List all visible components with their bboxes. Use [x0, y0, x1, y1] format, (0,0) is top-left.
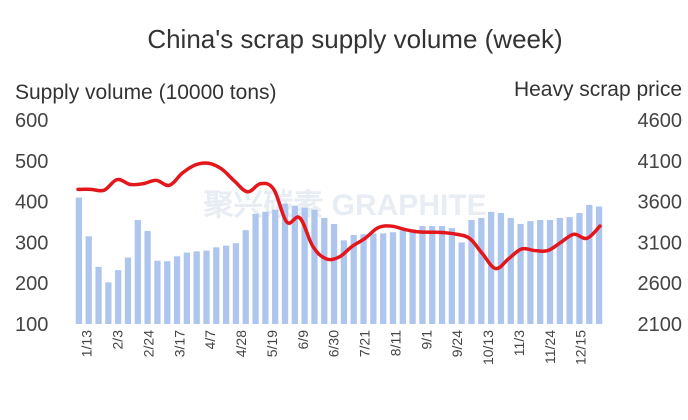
bar [213, 247, 220, 324]
chart-title: China's scrap supply volume (week) [147, 24, 562, 54]
bar [173, 256, 181, 324]
bar [458, 242, 465, 324]
bar [419, 226, 426, 324]
x-tick-label: 9/24 [449, 330, 465, 357]
bar [301, 207, 308, 324]
x-tick-label: 6/30 [326, 330, 342, 357]
right-tick-label: 4600 [638, 110, 683, 132]
bar [124, 257, 132, 324]
bar [350, 235, 357, 324]
bar [527, 221, 534, 324]
bar [95, 266, 102, 324]
bar [380, 233, 387, 324]
x-tick-label: 11/24 [542, 330, 558, 364]
x-tick-label: 8/11 [387, 330, 403, 356]
left-tick-label: 100 [15, 314, 48, 336]
right-tick-label: 2600 [638, 273, 683, 295]
bar [154, 260, 161, 324]
bar [105, 282, 112, 324]
bar [183, 252, 191, 324]
bar [409, 229, 416, 324]
price-line [76, 161, 602, 271]
bar [193, 251, 200, 324]
bar [399, 230, 406, 324]
bar [487, 211, 495, 324]
bar [595, 206, 603, 324]
bar [429, 226, 436, 324]
bar [134, 219, 141, 324]
bar [370, 233, 377, 324]
bar [85, 236, 92, 324]
x-tick-label: 11/3 [511, 330, 527, 356]
left-tick-label: 600 [15, 110, 48, 132]
bar [537, 219, 544, 324]
bar [75, 197, 83, 324]
bar [232, 243, 240, 324]
bar [321, 217, 328, 324]
bar [497, 213, 505, 324]
bar [330, 224, 338, 324]
bar [222, 245, 230, 324]
left-tick-label: 300 [15, 232, 48, 254]
bar [566, 217, 573, 324]
right-tick-label: 4100 [638, 151, 683, 173]
right-tick-label: 2100 [638, 314, 683, 336]
watermark: 聚兴碳素 GRAPHITE [202, 189, 486, 222]
x-tick-label: 4/28 [233, 330, 249, 357]
bar [281, 203, 289, 324]
x-tick-label: 10/13 [480, 330, 496, 365]
bar [576, 213, 583, 324]
x-tick-label: 3/17 [171, 330, 187, 357]
x-tick-label: 9/1 [418, 330, 434, 350]
bar [262, 211, 269, 324]
x-axis-ticks: 1/13 2/3 2/24 3/17 4/7 4/28 5/19 6/9 6/30 7/21 8/1… [79, 330, 589, 365]
right-axis-ticks: 2100 2600 3100 3600 4100 4600 [638, 110, 683, 336]
bar [115, 270, 122, 324]
bar [517, 224, 524, 324]
bar [438, 226, 446, 324]
x-tick-label: 2/3 [110, 330, 126, 350]
right-tick-label: 3600 [638, 192, 683, 214]
bar [272, 209, 279, 324]
left-tick-label: 400 [15, 192, 48, 214]
x-tick-label: 12/15 [573, 330, 589, 365]
bar [507, 217, 514, 324]
bar [360, 234, 367, 324]
bar [478, 217, 485, 324]
bar [144, 230, 151, 324]
bar [556, 217, 563, 324]
bar [311, 209, 318, 324]
left-tick-label: 500 [15, 151, 48, 173]
x-tick-label: 2/24 [140, 330, 156, 357]
bar [252, 213, 259, 324]
bar-series [75, 197, 603, 324]
right-tick-label: 3100 [638, 232, 683, 254]
bar [546, 219, 554, 324]
bar [164, 261, 171, 324]
bar [203, 250, 210, 324]
left-axis-title: Supply volume (10000 tons) [15, 81, 277, 104]
bar [242, 230, 249, 324]
right-axis-title: Heavy scrap price [514, 78, 682, 101]
left-axis-ticks: 100 200 300 400 500 600 [15, 110, 48, 336]
bar [586, 204, 593, 324]
line-series [76, 161, 602, 271]
left-tick-label: 200 [15, 273, 48, 295]
bar [468, 219, 475, 324]
x-tick-label: 4/7 [202, 330, 218, 350]
bar [448, 228, 456, 324]
x-tick-label: 5/19 [264, 330, 280, 357]
bar [389, 232, 397, 324]
x-tick-label: 6/9 [295, 330, 311, 350]
x-tick-label: 7/21 [357, 330, 373, 357]
bar [340, 240, 348, 324]
bar [291, 205, 298, 324]
x-tick-label: 1/13 [79, 330, 95, 357]
